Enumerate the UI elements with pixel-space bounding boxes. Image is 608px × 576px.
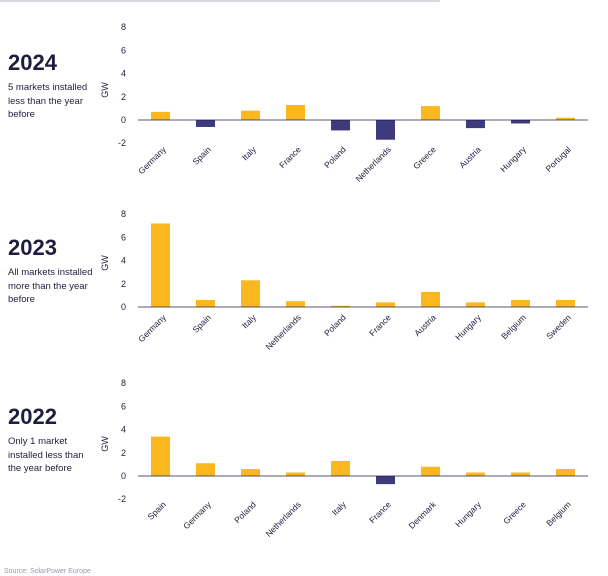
category-label: Hungary xyxy=(453,312,483,342)
bar xyxy=(331,460,350,476)
category-label: Greece xyxy=(501,499,528,526)
y-tick-label: 4 xyxy=(121,425,126,435)
category-label: Netherlands xyxy=(263,312,302,351)
category-label: Hungary xyxy=(453,499,483,529)
category-label: Spain xyxy=(190,144,213,167)
bar xyxy=(196,300,215,307)
bar xyxy=(511,472,530,476)
bar xyxy=(331,305,350,307)
bar xyxy=(421,106,440,120)
category-label: Spain xyxy=(190,312,213,335)
bar xyxy=(376,302,395,307)
bar xyxy=(556,300,575,307)
y-axis-label: GW xyxy=(100,82,110,98)
category-label: France xyxy=(277,144,303,170)
bar xyxy=(196,463,215,476)
y-tick-label: 8 xyxy=(121,378,126,388)
top-divider xyxy=(0,0,440,2)
category-label: Poland xyxy=(322,144,348,170)
bar xyxy=(376,476,395,485)
bar xyxy=(241,110,260,120)
category-label: Germany xyxy=(181,499,213,531)
y-tick-label: 0 xyxy=(121,471,126,481)
bar xyxy=(466,120,485,129)
category-label: Denmark xyxy=(406,499,438,531)
y-tick-label: 8 xyxy=(121,209,126,219)
bar xyxy=(241,469,260,476)
bar xyxy=(421,466,440,476)
year-title: 2022 xyxy=(8,404,57,429)
y-tick-label: 0 xyxy=(121,115,126,125)
bar xyxy=(286,104,305,120)
category-label: Portugal xyxy=(543,144,573,174)
category-label: Italy xyxy=(240,144,259,163)
category-label: Hungary xyxy=(498,144,528,174)
y-tick-label: 8 xyxy=(121,22,126,32)
bar xyxy=(196,120,215,127)
category-label: Austria xyxy=(457,144,483,170)
bar xyxy=(421,291,440,307)
bar xyxy=(511,120,530,124)
category-label: France xyxy=(367,499,393,525)
bar xyxy=(151,223,170,307)
category-label: Sweden xyxy=(544,312,573,341)
bar xyxy=(376,120,395,140)
bar xyxy=(241,280,260,307)
bar xyxy=(331,120,350,131)
bar xyxy=(466,472,485,476)
category-label: Belgium xyxy=(499,312,528,341)
category-label: Germany xyxy=(136,144,168,176)
category-label: Netherlands xyxy=(353,144,392,183)
year-description: All markets installed more than the year… xyxy=(8,267,93,305)
source-note: Source: SolarPower Europe xyxy=(4,568,91,575)
y-tick-label: 0 xyxy=(121,302,126,312)
y-axis-label: GW xyxy=(100,436,110,452)
category-label: Spain xyxy=(145,499,168,522)
year-title: 2023 xyxy=(8,235,57,260)
y-tick-label: 4 xyxy=(121,256,126,266)
y-tick-label: 2 xyxy=(121,279,126,289)
y-axis-label: GW xyxy=(100,255,110,271)
y-tick-label: 4 xyxy=(121,69,126,79)
category-label: Poland xyxy=(322,312,348,338)
y-tick-label: 6 xyxy=(121,45,126,55)
y-tick-label: 2 xyxy=(121,448,126,458)
category-label: Germany xyxy=(136,312,168,344)
bar xyxy=(151,111,170,120)
y-tick-label: -2 xyxy=(118,494,126,504)
bar xyxy=(286,301,305,307)
y-tick-label: -2 xyxy=(118,138,126,148)
category-label: Italy xyxy=(330,499,349,518)
y-tick-label: 2 xyxy=(121,92,126,102)
bar xyxy=(556,117,575,120)
category-label: Austria xyxy=(412,312,438,338)
category-label: France xyxy=(367,312,393,338)
y-tick-label: 6 xyxy=(121,401,126,411)
bar xyxy=(511,300,530,307)
category-label: Belgium xyxy=(544,499,573,528)
category-label: Italy xyxy=(240,312,259,331)
year-description: Only 1 market installed less than the ye… xyxy=(8,436,84,474)
bar xyxy=(286,472,305,476)
bar xyxy=(466,302,485,307)
bar xyxy=(151,436,170,476)
bar xyxy=(556,469,575,476)
y-tick-label: 6 xyxy=(121,232,126,242)
category-label: Poland xyxy=(232,499,258,525)
year-description: 5 markets installed less than the year b… xyxy=(8,82,88,120)
category-label: Netherlands xyxy=(263,499,302,538)
category-label: Greece xyxy=(411,144,438,171)
year-title: 2024 xyxy=(8,50,57,75)
